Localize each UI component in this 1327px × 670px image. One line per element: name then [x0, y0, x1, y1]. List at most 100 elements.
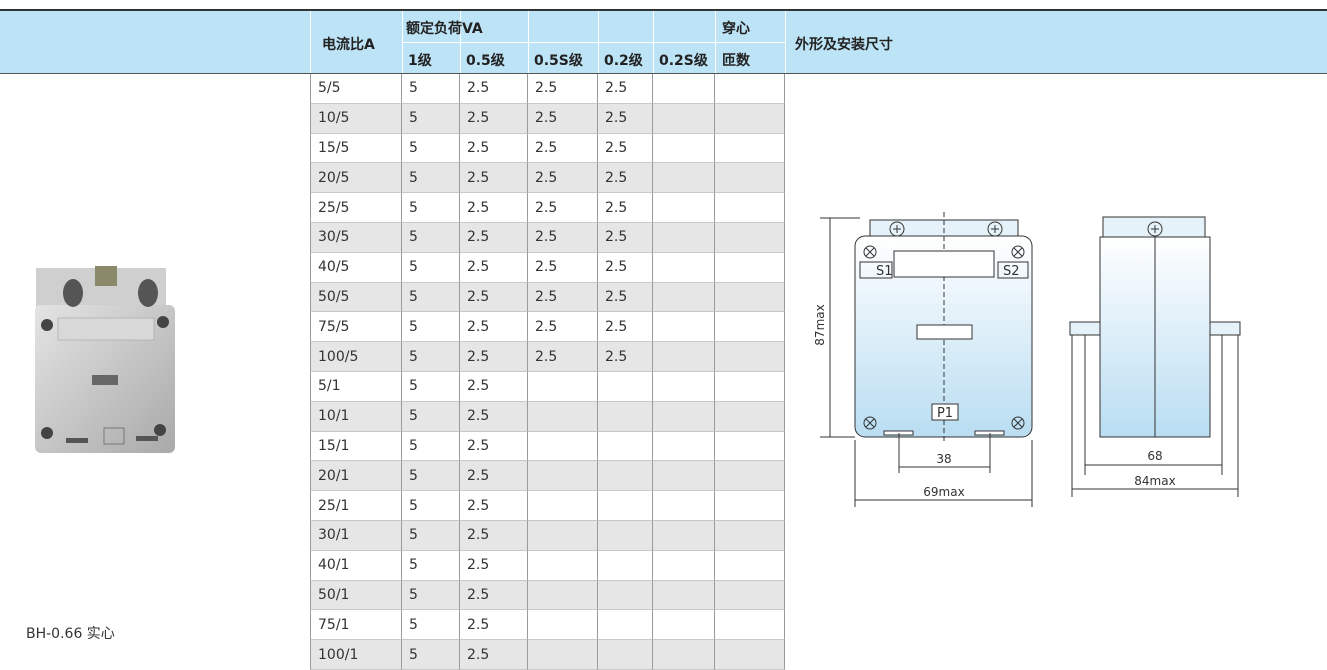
value-cell — [598, 372, 653, 402]
ratio-cell: 15/5 — [310, 133, 402, 164]
ratio-cell: 100/1 — [310, 640, 402, 670]
value-cell: 2.5 — [460, 252, 528, 283]
turns-header: 穿心 — [722, 21, 750, 37]
value-cell — [528, 610, 598, 641]
class-header: 0.2级 — [604, 53, 643, 69]
value-cell — [598, 550, 653, 581]
value-cell: 2.5 — [460, 74, 528, 104]
value-cell — [715, 133, 785, 164]
value-cell — [715, 74, 785, 104]
header-divider — [785, 11, 786, 73]
value-cell: 2.5 — [598, 342, 653, 372]
width-label: 69max — [923, 485, 964, 499]
ratio-cell: 5/1 — [310, 372, 402, 402]
value-cell: 5 — [402, 372, 460, 402]
value-cell: 5 — [402, 640, 460, 670]
value-cell — [528, 372, 598, 402]
value-cell: 5 — [402, 252, 460, 283]
value-cell — [653, 401, 715, 432]
value-cell — [598, 401, 653, 432]
value-cell: 5 — [402, 431, 460, 462]
value-cell — [598, 491, 653, 521]
value-cell — [653, 282, 715, 313]
value-cell — [715, 282, 785, 313]
value-cell — [653, 550, 715, 581]
value-cell: 2.5 — [460, 461, 528, 492]
value-cell: 2.5 — [460, 342, 528, 372]
value-cell: 2.5 — [528, 223, 598, 253]
turns-header: 匝数 — [722, 53, 750, 69]
value-cell — [653, 461, 715, 492]
value-cell — [598, 521, 653, 551]
value-cell: 2.5 — [598, 74, 653, 104]
value-cell: 5 — [402, 193, 460, 223]
value-cell: 2.5 — [460, 550, 528, 581]
value-cell: 5 — [402, 521, 460, 551]
value-cell: 2.5 — [598, 252, 653, 283]
value-cell: 2.5 — [528, 133, 598, 164]
ratio-cell: 20/5 — [310, 163, 402, 194]
ratio-cell: 40/1 — [310, 550, 402, 581]
value-cell — [715, 640, 785, 670]
value-cell: 2.5 — [460, 133, 528, 164]
ratio-cell: 10/1 — [310, 401, 402, 432]
value-cell — [653, 640, 715, 670]
value-cell — [715, 372, 785, 402]
value-cell — [653, 74, 715, 104]
ratio-cell: 30/5 — [310, 223, 402, 253]
ratio-cell: 40/5 — [310, 252, 402, 283]
s2-label: S2 — [1003, 264, 1020, 279]
value-cell — [715, 163, 785, 194]
value-cell: 2.5 — [460, 372, 528, 402]
value-cell — [653, 372, 715, 402]
value-cell — [715, 491, 785, 521]
value-cell: 2.5 — [598, 282, 653, 313]
value-cell: 2.5 — [460, 491, 528, 521]
value-cell: 5 — [402, 610, 460, 641]
header-divider — [310, 11, 311, 73]
value-cell — [653, 133, 715, 164]
value-cell — [653, 252, 715, 283]
value-cell — [715, 521, 785, 551]
header-divider — [715, 42, 785, 43]
ratio-cell: 30/1 — [310, 521, 402, 551]
value-cell — [653, 193, 715, 223]
value-cell — [528, 521, 598, 551]
value-cell: 2.5 — [528, 193, 598, 223]
value-cell — [598, 431, 653, 462]
value-cell: 2.5 — [460, 640, 528, 670]
ratio-cell: 75/1 — [310, 610, 402, 641]
value-cell: 5 — [402, 74, 460, 104]
value-cell: 2.5 — [460, 282, 528, 313]
value-cell — [653, 342, 715, 372]
value-cell: 2.5 — [528, 282, 598, 313]
value-cell — [653, 163, 715, 194]
value-cell — [528, 491, 598, 521]
ratio-cell: 20/1 — [310, 461, 402, 492]
value-cell: 5 — [402, 282, 460, 313]
value-cell — [715, 223, 785, 253]
value-cell — [528, 401, 598, 432]
value-cell: 2.5 — [598, 163, 653, 194]
header-divider — [402, 42, 715, 43]
value-cell: 2.5 — [460, 312, 528, 343]
ratio-cell: 15/1 — [310, 431, 402, 462]
value-cell — [653, 521, 715, 551]
value-cell: 2.5 — [460, 103, 528, 134]
s1-label: S1 — [876, 264, 893, 279]
ratio-cell: 50/1 — [310, 580, 402, 611]
value-cell — [598, 610, 653, 641]
value-cell — [715, 580, 785, 611]
ratio-header: 电流比A — [322, 37, 375, 53]
value-cell — [653, 491, 715, 521]
ratio-cell: 75/5 — [310, 312, 402, 343]
value-cell — [653, 431, 715, 462]
side-view — [1069, 216, 1241, 497]
value-cell — [715, 550, 785, 581]
value-cell: 2.5 — [460, 431, 528, 462]
value-cell — [653, 312, 715, 343]
value-cell: 2.5 — [528, 252, 598, 283]
p1-label: P1 — [937, 406, 953, 421]
